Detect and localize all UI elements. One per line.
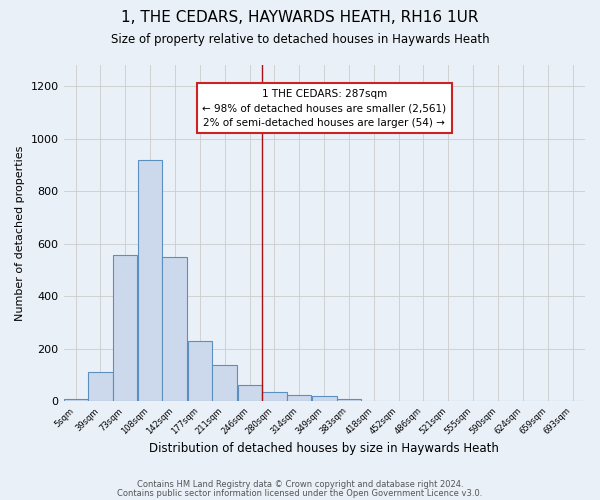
Bar [287,394,311,401]
Bar [337,398,361,401]
Bar [163,256,187,401]
Text: Contains public sector information licensed under the Open Government Licence v3: Contains public sector information licen… [118,488,482,498]
Bar [312,396,337,401]
Bar [262,392,287,401]
Y-axis label: Number of detached properties: Number of detached properties [15,146,25,321]
Bar [64,398,88,401]
Text: Contains HM Land Registry data © Crown copyright and database right 2024.: Contains HM Land Registry data © Crown c… [137,480,463,489]
Text: Size of property relative to detached houses in Haywards Heath: Size of property relative to detached ho… [110,32,490,46]
X-axis label: Distribution of detached houses by size in Haywards Heath: Distribution of detached houses by size … [149,442,499,455]
Bar [88,372,113,401]
Bar [238,386,262,401]
Text: 1 THE CEDARS: 287sqm
← 98% of detached houses are smaller (2,561)
2% of semi-det: 1 THE CEDARS: 287sqm ← 98% of detached h… [202,88,446,128]
Bar [113,256,137,401]
Text: 1, THE CEDARS, HAYWARDS HEATH, RH16 1UR: 1, THE CEDARS, HAYWARDS HEATH, RH16 1UR [121,10,479,25]
Bar [188,341,212,401]
Bar [138,160,163,401]
Bar [212,365,237,401]
